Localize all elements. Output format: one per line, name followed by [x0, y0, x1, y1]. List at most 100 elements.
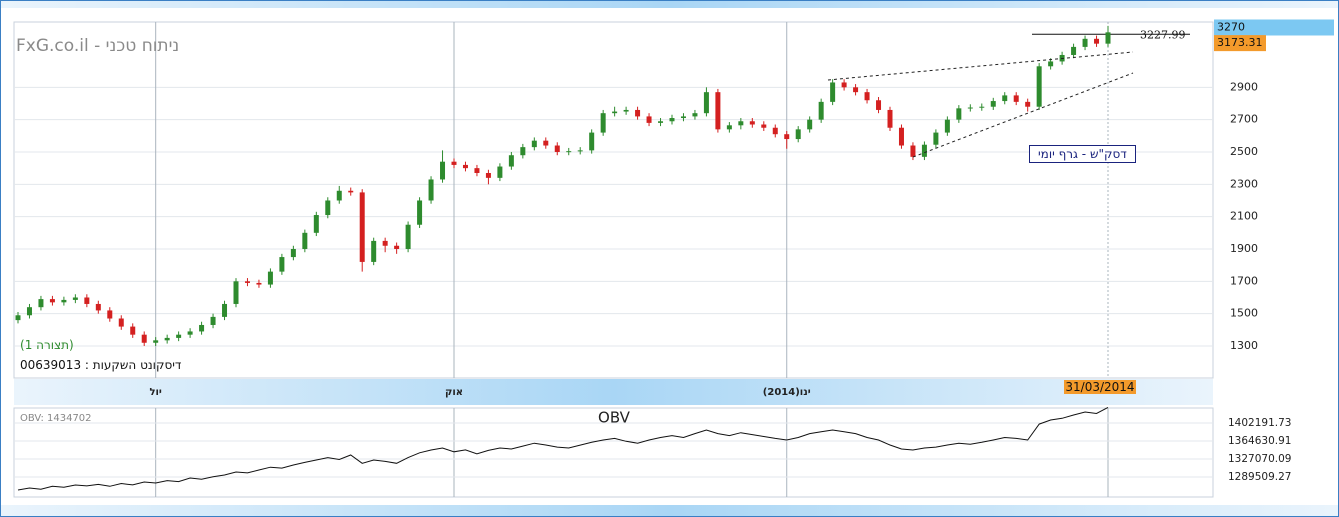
candle-body [944, 119, 950, 133]
pattern-label: (תצורה 1) [20, 338, 74, 352]
candle-body [623, 109, 629, 112]
candle-body [1002, 95, 1008, 102]
chart-label: דסק"ש - גרף יומי [1029, 145, 1136, 163]
obv-tick-label: 1364630.91 [1228, 435, 1291, 447]
candle-body [164, 337, 170, 341]
candle-body [956, 108, 962, 120]
y-tick-label: 2100 [1230, 210, 1258, 223]
high-marker-box [1214, 19, 1334, 36]
candle-body [761, 124, 767, 128]
candle-body [531, 140, 537, 148]
candle-body [600, 113, 606, 133]
candle-body [141, 334, 147, 343]
candle-body [876, 100, 882, 110]
candle-body [646, 116, 652, 123]
candle-body [979, 106, 985, 108]
candle-body [371, 240, 377, 262]
candle-body [462, 164, 468, 169]
candle-body [118, 318, 124, 327]
candle-body [921, 144, 927, 157]
candle-body [187, 331, 193, 335]
candle-body [508, 155, 514, 167]
candle-body [233, 281, 239, 304]
candle-body [15, 315, 21, 321]
candle-body [692, 113, 698, 117]
candle-body [864, 92, 870, 101]
y-tick-label: 1300 [1230, 339, 1258, 352]
candle-body [394, 245, 400, 249]
obv-tick-label: 1402191.73 [1228, 417, 1291, 429]
candle-body [130, 326, 136, 335]
candle-body [795, 129, 801, 140]
candle-body [807, 119, 813, 130]
candle-body [428, 179, 434, 201]
y-tick-label: 1700 [1230, 274, 1258, 287]
candle-body [566, 151, 572, 153]
candle-body [417, 200, 423, 225]
candle-body [302, 232, 308, 249]
candle-body [658, 121, 664, 123]
candle-body [1013, 95, 1019, 102]
obv-tick-label: 1327070.09 [1228, 453, 1291, 465]
candle-body [887, 109, 893, 128]
candle-body [38, 299, 44, 308]
candle-body [336, 190, 342, 201]
candle-body [612, 111, 618, 114]
candle-body [703, 92, 709, 114]
y-tick-label: 1900 [1230, 242, 1258, 255]
candle-body [290, 248, 296, 258]
high-marker-label: 3270 [1217, 20, 1245, 33]
candle-body [61, 299, 67, 303]
candle-body [910, 145, 916, 157]
candle-body [84, 297, 90, 304]
last-marker-label: 3173.31 [1217, 36, 1263, 49]
candle-body [485, 173, 491, 178]
candle-body [497, 166, 503, 178]
candle-body [107, 310, 113, 319]
candle-body [726, 125, 732, 130]
candle-body [474, 168, 480, 174]
candle-body [1105, 32, 1111, 44]
candle-body [715, 92, 721, 130]
candle-body [577, 150, 583, 152]
candle-body [72, 297, 78, 300]
x-tick-label: אוק [445, 387, 463, 398]
candle-body [784, 134, 790, 140]
marks [15, 25, 1111, 491]
date-box [1064, 380, 1136, 394]
bottom-band [0, 505, 1339, 517]
y-tick-label: 1500 [1230, 307, 1258, 320]
candle-body [348, 190, 354, 193]
candle-body [1071, 46, 1077, 55]
chart-title: FxG.co.il - ניתוח טכני [16, 36, 180, 56]
date-label: 31/03/2014 [1065, 380, 1134, 394]
candle-body [313, 215, 319, 233]
candle-body [440, 161, 446, 180]
candle-body [1082, 38, 1088, 47]
candle-body [635, 109, 641, 117]
candle-body [451, 161, 457, 165]
obv-line [17, 406, 1109, 491]
price-panel [13, 21, 1214, 379]
grid: 1300 1500 1700 1900 2100 2300 2500 2700 2900 יול א… [14, 19, 1334, 497]
candle-body [1036, 66, 1042, 107]
candle-body [680, 116, 686, 119]
candle-body [830, 82, 836, 102]
candle-body [589, 132, 595, 151]
candle-body [95, 303, 101, 311]
candle-body [256, 282, 262, 285]
x-tick-label: ינו(2014) [763, 387, 811, 398]
x-tick-label: יול [149, 387, 161, 398]
candle-body [1025, 101, 1031, 107]
candle-body [153, 340, 159, 343]
candle-body [749, 121, 755, 125]
resistance-label: 3227.99 [1140, 28, 1186, 41]
last-marker-box [1214, 35, 1266, 52]
candle-body [222, 303, 228, 317]
candle-body [738, 121, 744, 126]
candle-body [967, 107, 973, 109]
candle-body [772, 127, 778, 135]
y-tick-label: 2300 [1230, 177, 1258, 190]
